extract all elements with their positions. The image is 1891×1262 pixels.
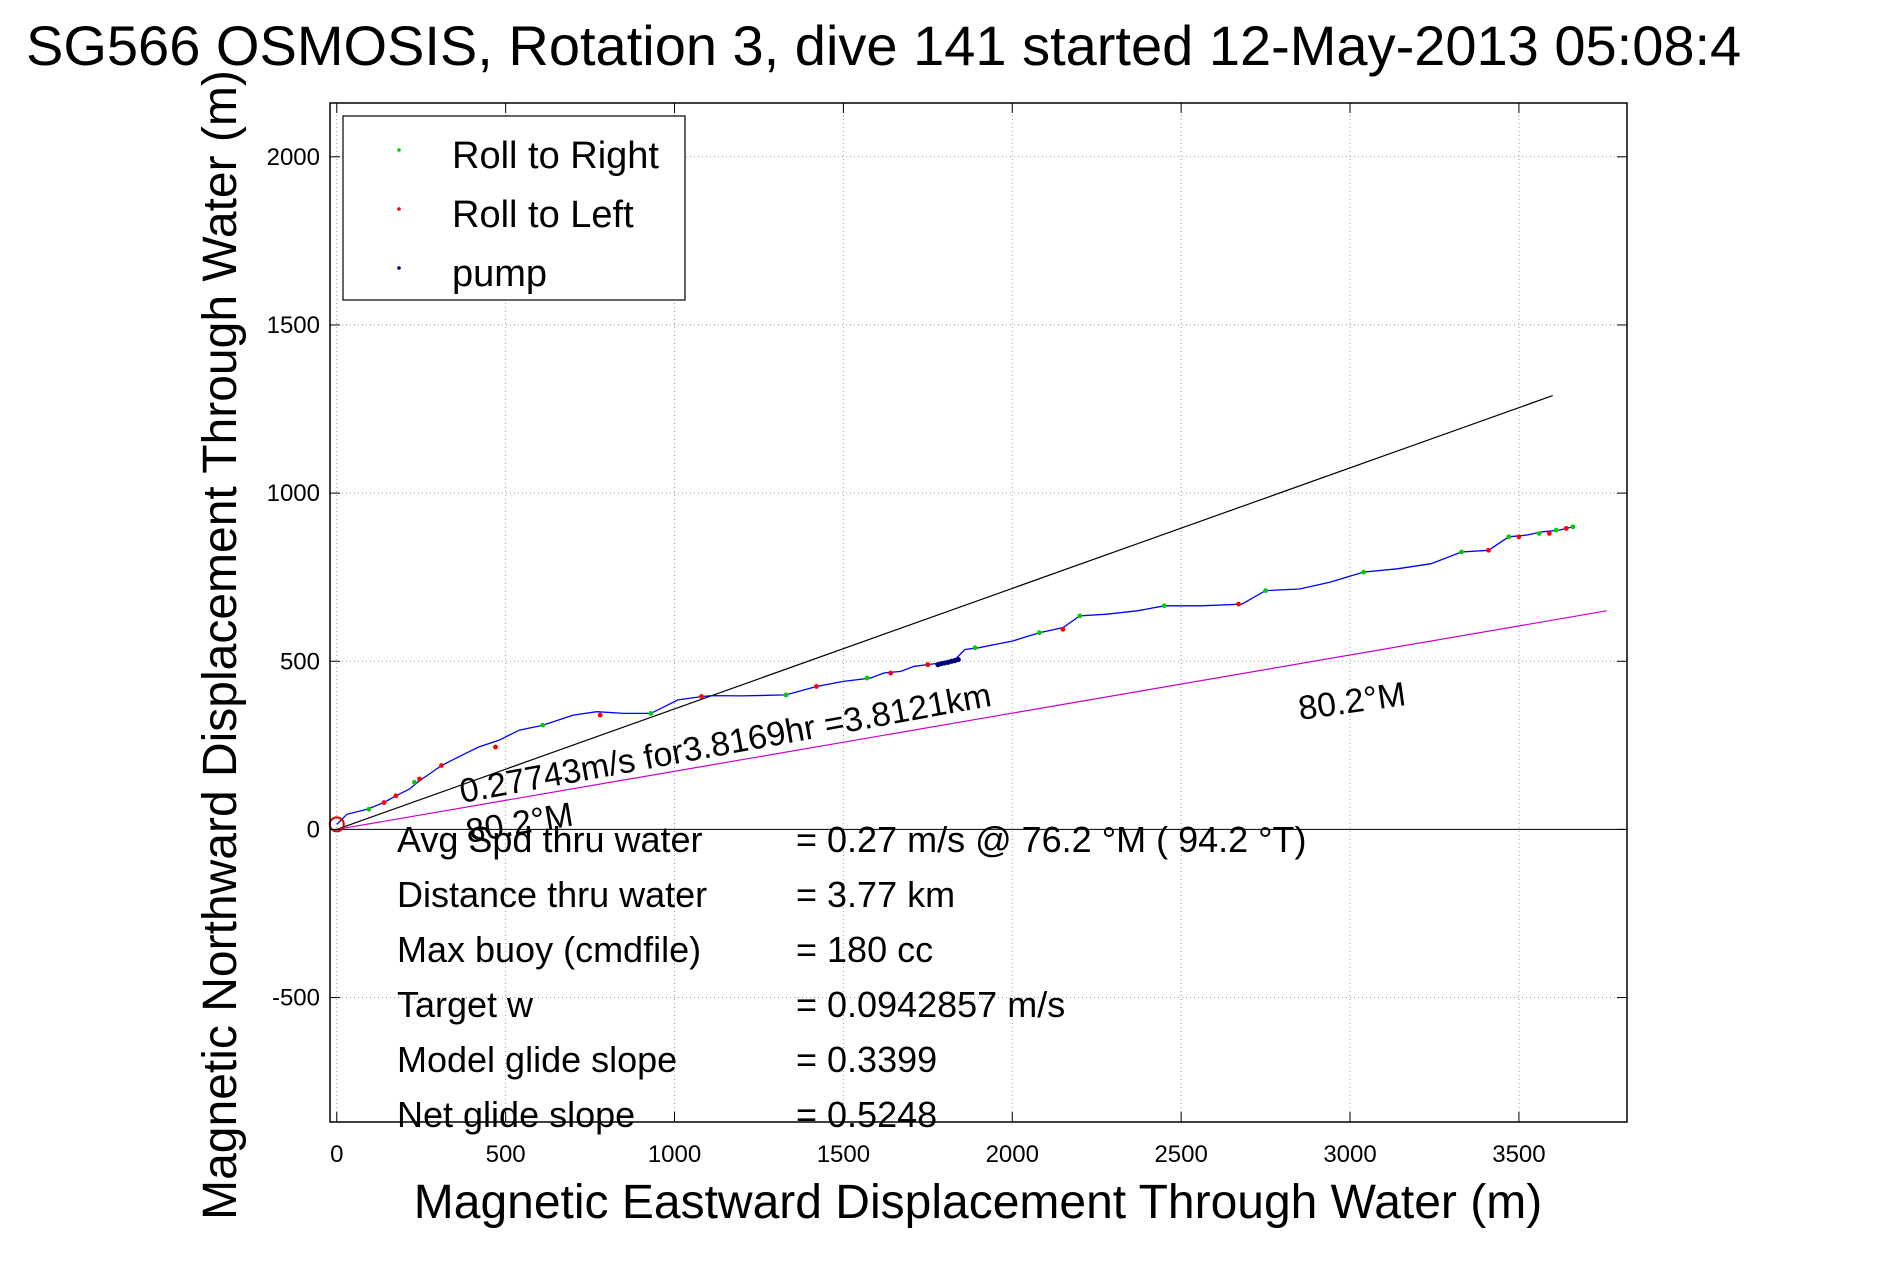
y-tick-label: 0 <box>307 816 320 843</box>
legend-label-pump: pump <box>452 253 547 295</box>
y-tick-label: 2000 <box>267 144 320 171</box>
roll-right-point <box>1570 524 1576 530</box>
x-tick-label: 0 <box>330 1141 343 1168</box>
stat-value: = 0.27 m/s @ 76.2 °M ( 94.2 °T) <box>796 819 1307 860</box>
plot-frame <box>329 102 1628 1123</box>
roll-right-point <box>1361 569 1366 575</box>
stat-value: = 180 cc <box>796 929 933 970</box>
roll-left-point <box>381 800 387 805</box>
stat-value: = 3.77 km <box>796 874 955 915</box>
roll-left-point <box>417 776 422 782</box>
roll-right-point <box>648 710 654 716</box>
roll-right-point <box>783 692 789 698</box>
roll-left-point <box>1516 534 1522 540</box>
x-tick-label: 1500 <box>817 1141 870 1168</box>
chart-title: SG566 OSMOSIS, Rotation 3, dive 141 star… <box>26 14 1741 77</box>
legend-label-roll-right: Roll to Right <box>452 135 659 177</box>
stat-label: Target w <box>397 984 534 1025</box>
x-tick-label: 1000 <box>648 1141 701 1168</box>
legend: Roll to Right Roll to Left pump <box>342 115 686 301</box>
stat-label: Model glide slope <box>397 1039 677 1080</box>
roll-right-point <box>412 779 417 785</box>
stat-label: Avg Spd thru water <box>397 819 703 860</box>
roll-right-point <box>1553 527 1559 533</box>
stat-label: Distance thru water <box>397 874 707 915</box>
y-tick-label: 1000 <box>267 480 320 507</box>
roll-left-point <box>1236 601 1241 607</box>
x-tick-label: 3500 <box>1492 1141 1545 1168</box>
heading-line <box>336 395 1553 830</box>
stat-value: = 0.3399 <box>796 1039 937 1080</box>
x-tick-label: 2500 <box>1154 1141 1207 1168</box>
x-tick-label: 3000 <box>1323 1141 1376 1168</box>
tick-labels: 0 500 1000 1500 2000 2500 3000 3500 -500 0 500 1000… <box>267 103 1627 1168</box>
pump-point <box>955 656 961 663</box>
legend-swatch-roll-left <box>397 207 401 211</box>
stat-label: Max buoy (cmdfile) <box>397 929 701 970</box>
roll-right-point <box>1263 588 1268 594</box>
roll-right-point <box>1077 613 1083 619</box>
x-axis-label: Magnetic Eastward Displacement Through W… <box>414 1176 1542 1229</box>
stat-value: = 0.0942857 m/s <box>796 984 1065 1025</box>
roll-right-point <box>972 645 978 651</box>
y-tick-label: -500 <box>272 985 320 1012</box>
y-tick-label: 1500 <box>267 312 320 339</box>
roll-left-point <box>439 763 444 768</box>
stat-label: Net glide slope <box>397 1094 635 1135</box>
roll-left-point <box>393 793 399 799</box>
roll-left-point <box>1546 531 1552 536</box>
y-axis-label: Magnetic Northward Displacement Through … <box>194 70 247 1220</box>
roll-left-point <box>1486 547 1491 553</box>
roll-left-point <box>888 670 894 676</box>
legend-swatch-pump <box>397 266 401 270</box>
roll-right-point <box>366 806 372 812</box>
marker-layer <box>328 524 1576 833</box>
roll-left-point <box>493 744 498 750</box>
roll-right-point <box>1161 603 1167 609</box>
x-tick-label: 500 <box>486 1141 526 1168</box>
stat-value: = 0.5248 <box>796 1094 937 1135</box>
roll-right-point <box>1036 630 1042 636</box>
stats-block: Avg Spd thru water = 0.27 m/s @ 76.2 °M (… <box>397 819 1307 1135</box>
fit-line <box>336 610 1607 831</box>
track-line <box>336 526 1574 825</box>
roll-left-point <box>925 662 931 668</box>
roll-left-point <box>813 684 819 689</box>
roll-right-point <box>1459 549 1464 555</box>
roll-left-point <box>1060 626 1066 632</box>
roll-right-point <box>1506 534 1512 540</box>
x-tick-label: 2000 <box>986 1141 1039 1168</box>
roll-right-point <box>864 675 870 681</box>
legend-swatch-roll-right <box>397 148 401 152</box>
roll-right-point <box>540 722 546 728</box>
roll-right-point <box>1536 531 1542 536</box>
track-layer <box>336 526 1574 825</box>
y-tick-label: 500 <box>280 648 320 675</box>
roll-left-point <box>1563 526 1569 531</box>
roll-left-point <box>597 712 603 718</box>
legend-label-roll-left: Roll to Left <box>452 194 634 236</box>
roll-left-point <box>699 694 704 699</box>
reference-lines <box>330 395 1627 831</box>
